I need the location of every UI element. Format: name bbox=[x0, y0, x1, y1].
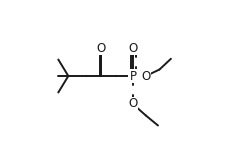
Text: O: O bbox=[97, 41, 106, 55]
Text: O: O bbox=[141, 69, 150, 83]
Text: O: O bbox=[128, 41, 138, 55]
Text: O: O bbox=[128, 97, 138, 111]
Text: P: P bbox=[130, 69, 136, 83]
Text: O: O bbox=[128, 41, 138, 55]
Text: P: P bbox=[130, 69, 136, 83]
Text: O: O bbox=[97, 41, 106, 55]
Text: O: O bbox=[128, 97, 138, 111]
Text: O: O bbox=[141, 69, 150, 83]
